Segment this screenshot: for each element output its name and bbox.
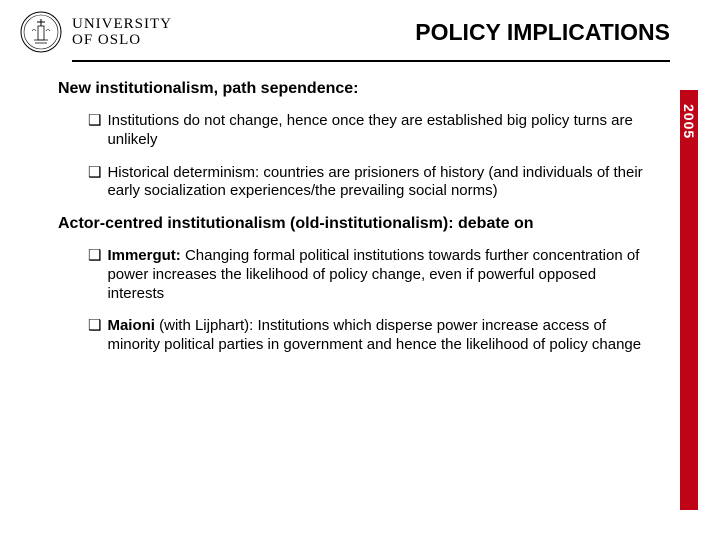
bullet-text: Institutions do not change, hence once t… (107, 112, 650, 150)
section2-bullets: ❑ Immergut: Changing formal political in… (58, 247, 650, 355)
bullet-item: ❑ Institutions do not change, hence once… (88, 112, 650, 150)
section1-bullets: ❑ Institutions do not change, hence once… (58, 112, 650, 201)
bullet-item: ❑ Historical determinism: countries are … (88, 164, 650, 202)
side-year: 2005 (681, 104, 697, 139)
university-name: UNIVERSITY OF OSLO (72, 16, 172, 49)
square-bullet-icon: ❑ (88, 247, 101, 303)
bullet-rest: Changing formal political institutions t… (107, 247, 639, 302)
header: UNIVERSITY OF OSLO POLICY IMPLICATIONS (0, 0, 720, 56)
bullet-text: Historical determinism: countries are pr… (107, 164, 650, 202)
content: New institutionalism, path sependence: ❑… (0, 62, 720, 355)
section1-heading: New institutionalism, path sependence: (58, 80, 650, 98)
square-bullet-icon: ❑ (88, 112, 101, 150)
bullet-lead: Immergut: (107, 247, 180, 264)
bullet-text: Maioni (with Lijphart): Institutions whi… (107, 317, 650, 355)
university-seal-icon (20, 11, 62, 53)
uni-line1: UNIVERSITY (72, 16, 172, 33)
bullet-rest: (with Lijphart): Institutions which disp… (107, 317, 641, 353)
bullet-item: ❑ Maioni (with Lijphart): Institutions w… (88, 317, 650, 355)
square-bullet-icon: ❑ (88, 164, 101, 202)
section2-heading: Actor-centred institutionalism (old-inst… (58, 215, 650, 233)
uni-line2: OF OSLO (72, 32, 172, 49)
page-title: POLICY IMPLICATIONS (415, 19, 700, 46)
side-band (680, 90, 698, 510)
square-bullet-icon: ❑ (88, 317, 101, 355)
bullet-text: Immergut: Changing formal political inst… (107, 247, 650, 303)
bullet-item: ❑ Immergut: Changing formal political in… (88, 247, 650, 303)
bullet-lead: Maioni (107, 317, 155, 334)
